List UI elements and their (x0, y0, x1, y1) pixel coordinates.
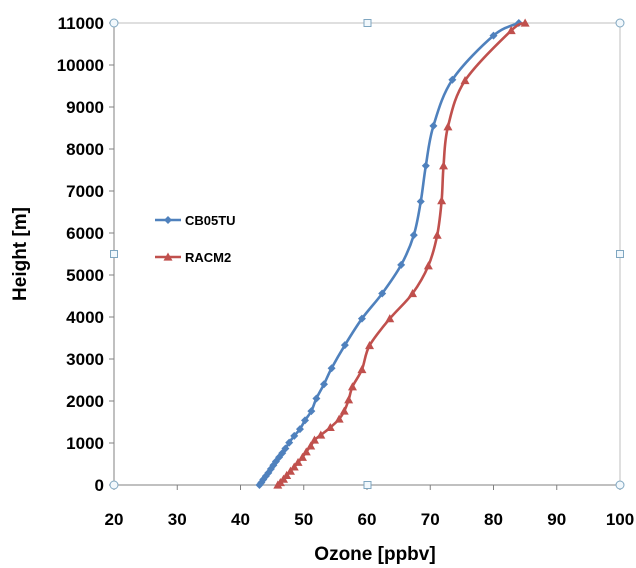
data-point-cb05tu (429, 121, 438, 130)
x-tick-label: 70 (421, 510, 440, 529)
data-point-cb05tu (378, 289, 387, 298)
data-point-cb05tu (421, 161, 430, 170)
series-line-racm2 (276, 21, 526, 486)
data-point-racm2 (282, 470, 292, 479)
x-tick-label: 90 (547, 510, 566, 529)
data-point-racm2 (339, 406, 349, 415)
y-tick-label: 10000 (57, 56, 104, 75)
y-tick-label: 9000 (66, 98, 104, 117)
frame-handle (616, 250, 624, 258)
legend-label-racm2: RACM2 (185, 250, 231, 265)
data-point-racm2 (306, 441, 316, 450)
data-point-cb05tu (319, 380, 328, 389)
data-point-racm2 (520, 18, 530, 27)
frame-handle (363, 481, 372, 489)
data-point-cb05tu (281, 444, 290, 453)
data-point-racm2 (365, 341, 375, 350)
x-tick-label: 80 (484, 510, 503, 529)
x-tick-label: 100 (606, 510, 634, 529)
frame-handle (615, 18, 625, 28)
frame-handle (110, 250, 118, 258)
data-point-racm2 (385, 314, 395, 323)
data-point-cb05tu (340, 341, 349, 350)
data-point-racm2 (443, 122, 453, 131)
y-tick-label: 5000 (66, 266, 104, 285)
data-point-racm2 (163, 252, 173, 261)
data-point-racm2 (344, 395, 354, 404)
data-point-cb05tu (409, 231, 418, 240)
data-point-racm2 (506, 26, 516, 35)
y-tick-label: 0 (95, 476, 104, 495)
x-axis-title: Ozone [ppbv] (314, 544, 435, 565)
y-tick-label: 7000 (66, 182, 104, 201)
data-point-cb05tu (307, 407, 316, 416)
data-point-cb05tu (164, 216, 172, 224)
data-point-cb05tu (301, 416, 310, 425)
data-point-cb05tu (290, 431, 299, 440)
frame-handle (363, 19, 372, 27)
data-point-racm2 (289, 462, 299, 471)
y-tick-label: 4000 (66, 308, 104, 327)
data-point-racm2 (437, 196, 447, 205)
data-point-cb05tu (416, 197, 425, 206)
data-point-cb05tu (295, 425, 304, 434)
frame-handle (615, 480, 625, 490)
y-tick-label: 1000 (66, 434, 104, 453)
data-point-cb05tu (357, 314, 366, 323)
y-tick-label: 2000 (66, 392, 104, 411)
x-tick-label: 60 (358, 510, 377, 529)
x-tick-label: 50 (294, 510, 313, 529)
data-point-racm2 (460, 76, 470, 85)
data-point-racm2 (347, 382, 357, 391)
frame-handle (109, 480, 119, 490)
frame-handle (109, 18, 119, 28)
data-point-racm2 (297, 452, 307, 461)
x-tick-label: 40 (231, 510, 250, 529)
data-point-cb05tu (312, 394, 321, 403)
data-point-racm2 (408, 288, 418, 298)
data-point-cb05tu (448, 75, 457, 84)
data-point-racm2 (432, 230, 442, 239)
y-tick-label: 3000 (66, 350, 104, 369)
data-point-racm2 (285, 466, 295, 475)
data-point-cb05tu (397, 260, 406, 269)
data-point-cb05tu (285, 438, 294, 447)
y-axis-title: Height [m] (10, 207, 31, 301)
data-point-racm2 (439, 161, 449, 170)
data-point-racm2 (316, 430, 326, 439)
x-tick-label: 30 (168, 510, 187, 529)
data-point-racm2 (301, 447, 311, 456)
data-point-racm2 (357, 365, 367, 374)
data-point-cb05tu (489, 31, 498, 40)
data-point-racm2 (325, 422, 335, 432)
y-tick-label: 8000 (66, 140, 104, 159)
data-point-racm2 (334, 414, 344, 423)
data-point-cb05tu (327, 364, 336, 373)
series-line-cb05tu (258, 21, 520, 486)
data-point-racm2 (293, 457, 303, 466)
y-tick-label: 6000 (66, 224, 104, 243)
y-tick-label: 11000 (58, 14, 104, 33)
x-tick-label: 20 (105, 510, 124, 529)
legend-label-cb05tu: CB05TU (185, 213, 236, 228)
data-point-racm2 (310, 435, 320, 444)
data-point-racm2 (423, 261, 433, 270)
